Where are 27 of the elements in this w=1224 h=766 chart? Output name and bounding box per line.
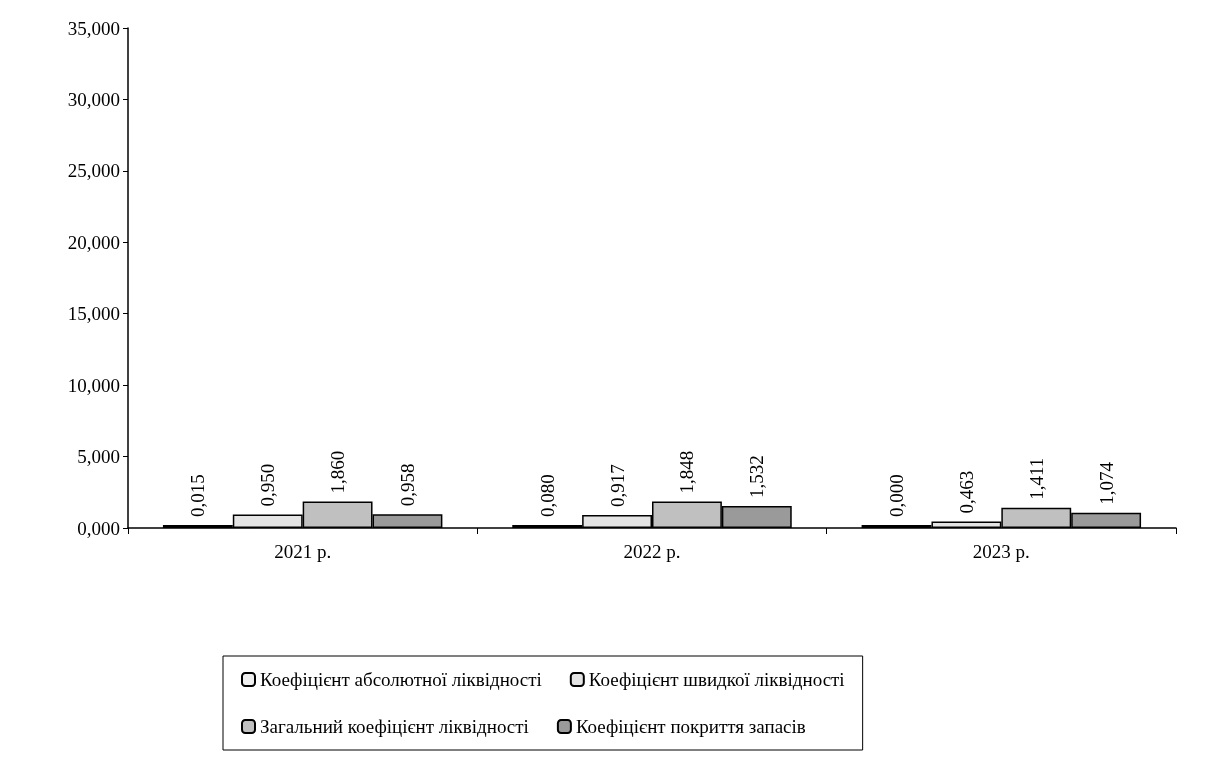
data-label: 0,000 <box>886 474 908 517</box>
data-label: 0,463 <box>955 470 977 514</box>
data-label: 1,532 <box>746 455 768 499</box>
data-label: 0,917 <box>606 464 628 507</box>
data-label: 0,950 <box>257 463 279 507</box>
legend-label: Коефіцієнт абсолютної ліквідності <box>260 669 542 690</box>
x-tick-label: 2021 р. <box>274 541 332 562</box>
legend-label: Коефіцієнт покриття запасів <box>575 716 806 737</box>
data-label: 0,080 <box>536 474 558 517</box>
y-tick-label: 5,000 <box>77 446 120 468</box>
data-label: 0,958 <box>396 463 418 507</box>
data-label: 1,074 <box>1095 461 1117 505</box>
x-tick-label: 2022 р. <box>623 541 681 562</box>
y-tick-label: 25,000 <box>67 160 120 182</box>
data-label: 1,411 <box>1025 457 1047 500</box>
y-tick-label: 10,000 <box>67 374 120 396</box>
legend-label: Загальний коефіцієнт ліквідності <box>260 716 529 737</box>
legend-label: Коефіцієнт швидкої ліквідності <box>588 669 845 690</box>
data-label: 1,860 <box>327 450 349 494</box>
data-label: 0,015 <box>187 474 209 517</box>
y-tick-label: 20,000 <box>67 231 120 253</box>
y-tick-label: 30,000 <box>67 88 120 110</box>
data-label: 1,848 <box>676 450 698 494</box>
y-tick-label: 35,000 <box>67 17 120 39</box>
y-tick-label: 0,000 <box>77 517 120 539</box>
x-tick-label: 2023 р. <box>972 541 1030 562</box>
y-tick-label: 15,000 <box>67 303 120 325</box>
